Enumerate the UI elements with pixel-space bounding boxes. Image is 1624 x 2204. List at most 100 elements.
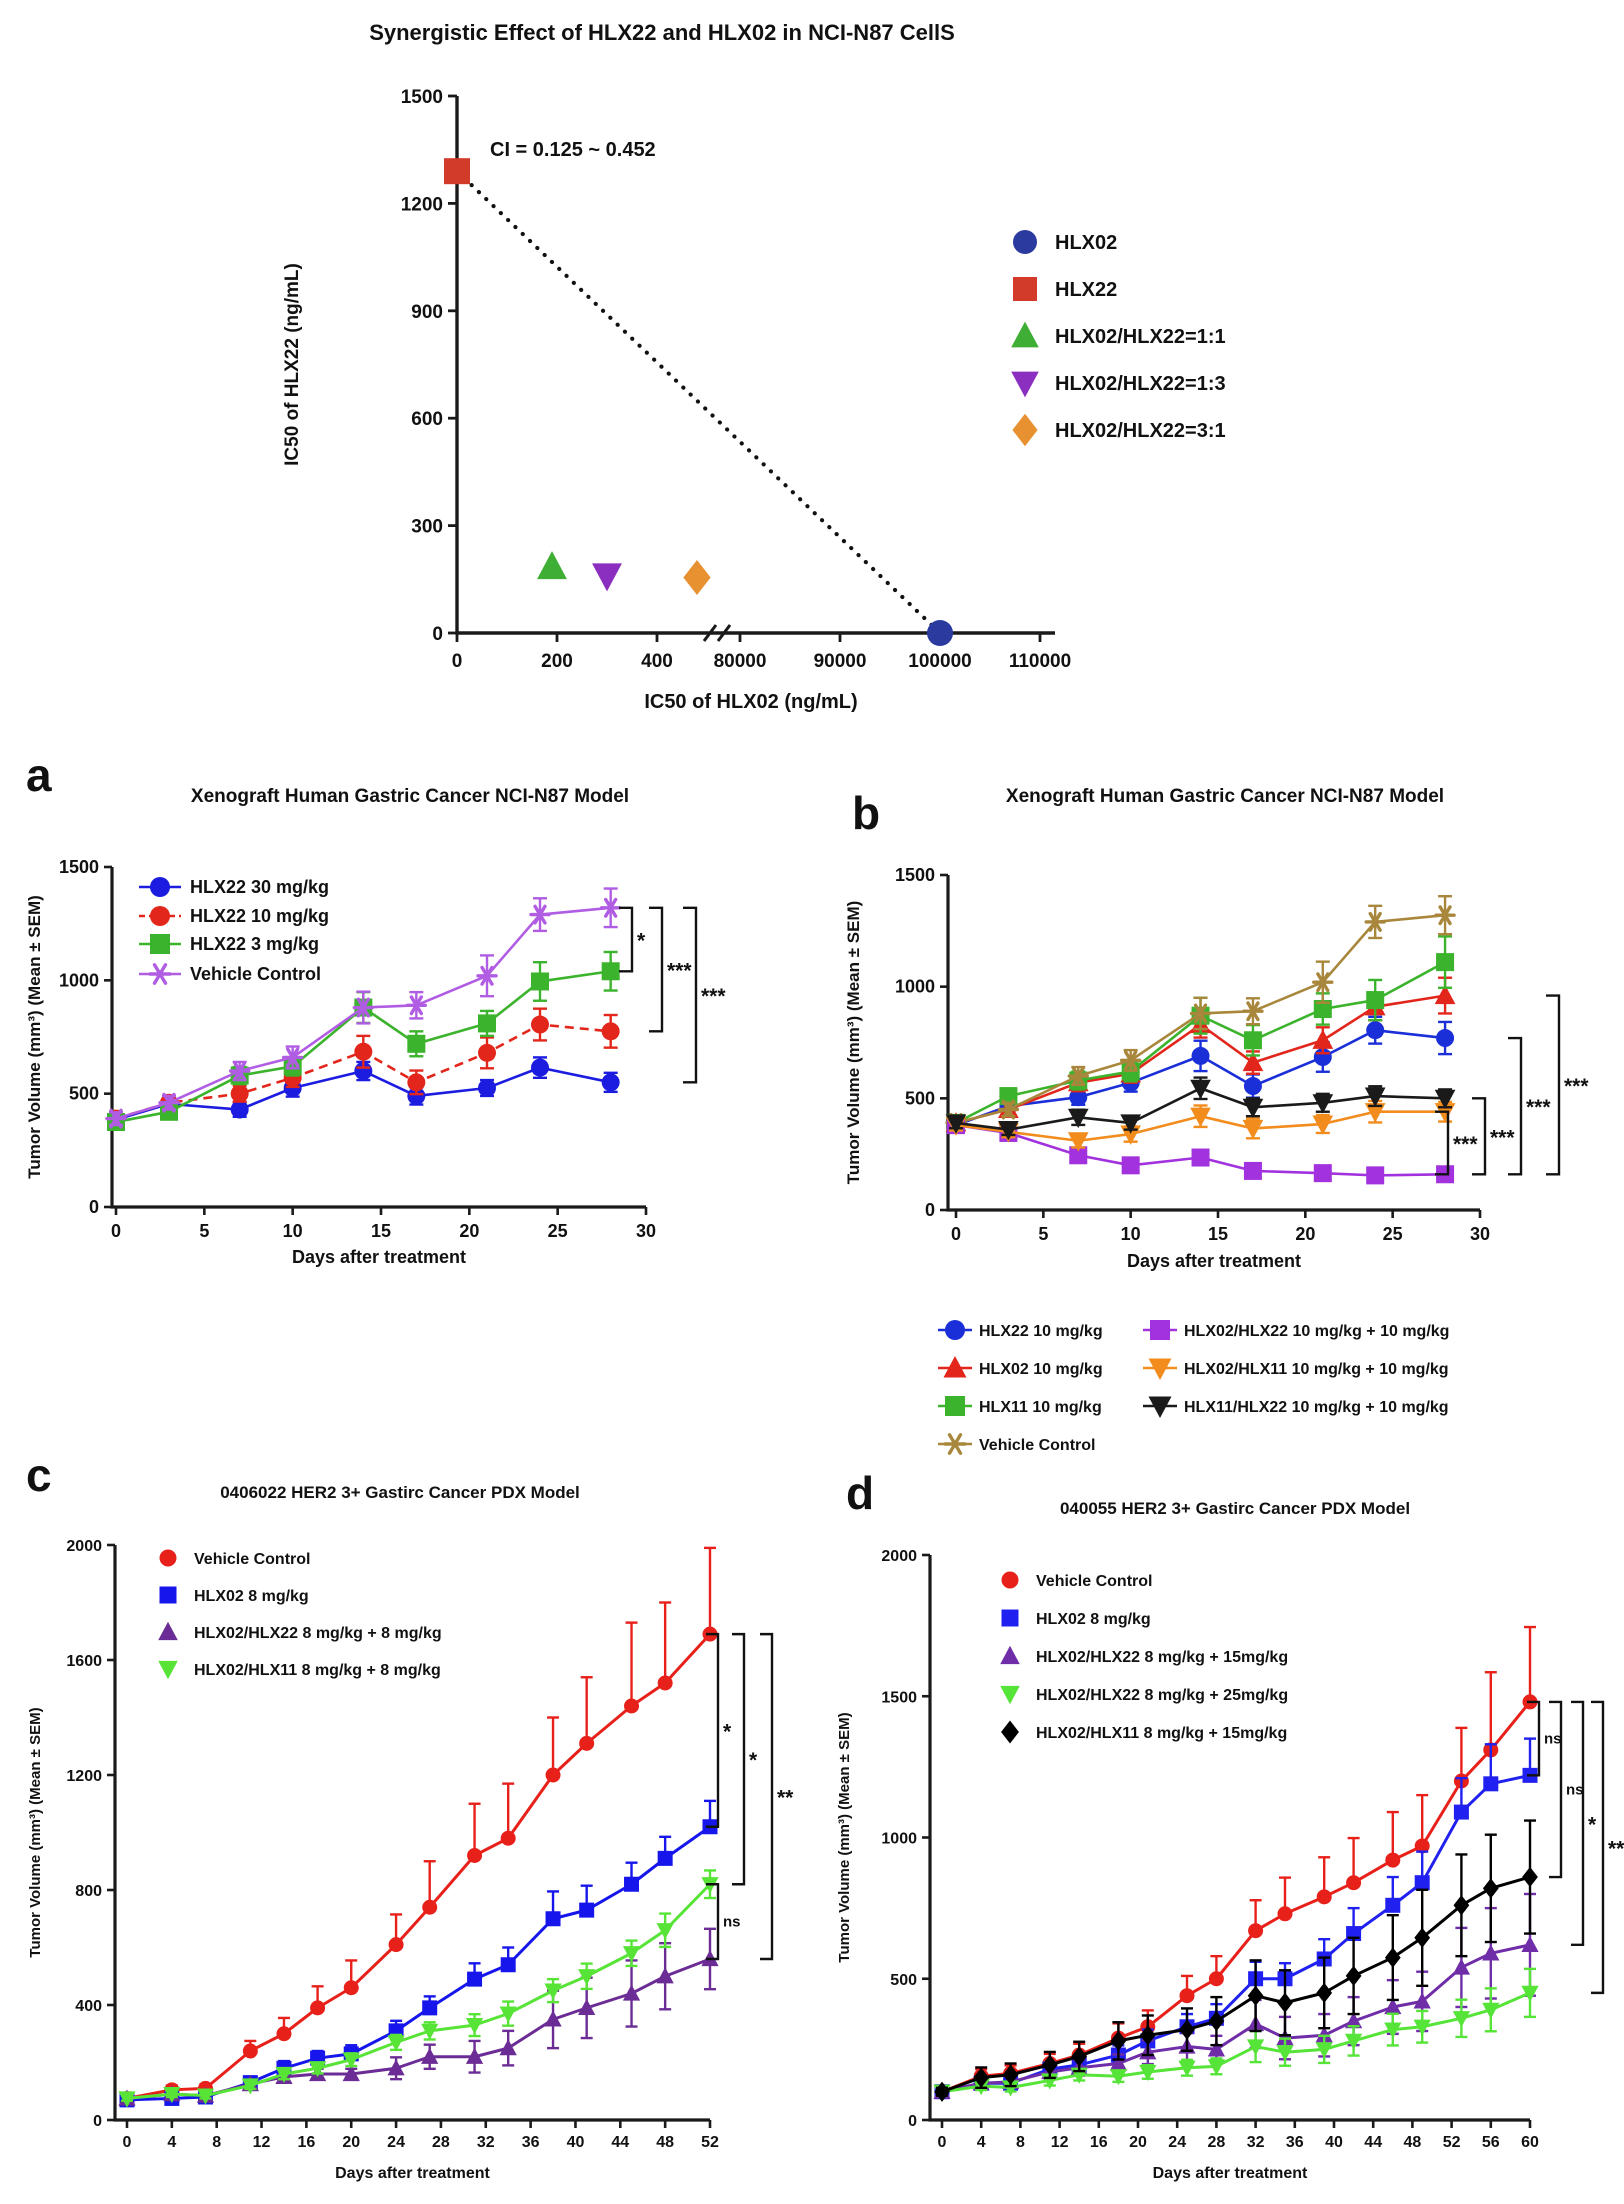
panel-c-letter: c [26, 1449, 52, 1501]
legend: HLX22 30 mg/kg HLX22 10 mg/kg HLX22 3 mg/k… [139, 877, 329, 985]
svg-text:**: ** [1608, 1837, 1624, 1860]
svg-text:***: *** [1453, 1133, 1478, 1156]
svg-text:1000: 1000 [895, 977, 935, 997]
svg-text:10: 10 [1121, 1224, 1141, 1244]
svg-text:20: 20 [342, 2134, 360, 2151]
svg-text:Days after treatment: Days after treatment [1153, 2165, 1308, 2182]
svg-text:52: 52 [1443, 2134, 1461, 2151]
svg-text:15: 15 [1208, 1224, 1228, 1244]
svg-text:1500: 1500 [895, 865, 935, 885]
svg-text:*: * [749, 1749, 758, 1772]
svg-text:HLX02/HLX11 8 mg/kg + 15mg/k: HLX02/HLX11 8 mg/kg + 15mg/kg [1036, 1725, 1287, 1742]
chart-b-root: 0 500 1000 1500 0 5 10 15 20 25 30 Xenograft Human … [844, 786, 1589, 1455]
svg-text:***: *** [1490, 1126, 1515, 1149]
svg-text:56: 56 [1482, 2134, 1500, 2151]
svg-text:0: 0 [938, 2134, 947, 2151]
svg-text:*: * [637, 930, 646, 953]
svg-text:HLX02/HLX11 8 mg/kg + 8 mg/kg: HLX02/HLX11 8 mg/kg + 8 mg/kg [194, 1662, 441, 1679]
svg-text:1500: 1500 [401, 87, 443, 108]
svg-text:1500: 1500 [881, 1689, 917, 1706]
svg-text:0: 0 [93, 2113, 102, 2130]
svg-text:HLX02/HLX22 8 mg/kg + 25mg/kg: HLX02/HLX22 8 mg/kg + 25mg/kg [1036, 1687, 1288, 1704]
chart-iso-root: 0 300 600 900 1200 1500 0 200 400 80000 90000 10000… [282, 20, 1226, 713]
significance-brackets: ******* [619, 906, 726, 1084]
significance-brackets: ****ns [706, 1632, 794, 1961]
svg-text:24: 24 [1168, 2134, 1186, 2151]
axes: 0 500 1000 1500 0 5 10 15 20 25 30 [59, 857, 656, 1241]
panel-a: 0 500 1000 1500 0 5 10 15 20 25 30 Xenograft Human … [10, 755, 810, 1420]
svg-text:800: 800 [75, 1883, 102, 1900]
svg-text:0: 0 [432, 624, 443, 645]
svg-text:80000: 80000 [714, 651, 767, 672]
svg-text:12: 12 [1051, 2134, 1069, 2151]
svg-text:500: 500 [905, 1088, 935, 1108]
significance-brackets: *** *** *** *** [1435, 994, 1589, 1176]
svg-text:1200: 1200 [401, 194, 443, 215]
svg-text:ns: ns [1566, 1781, 1584, 1798]
svg-text:32: 32 [1247, 2134, 1265, 2151]
svg-text:300: 300 [411, 517, 443, 538]
svg-text:44: 44 [611, 2134, 629, 2151]
axes: 0 300 600 900 1200 1500 0 200 400 80000 90000 10000… [401, 87, 1071, 672]
chart-a-root: 0 500 1000 1500 0 5 10 15 20 25 30 Xenograft Human … [25, 786, 726, 1267]
panel-b-chart: 0 500 1000 1500 0 5 10 15 20 25 30 Xenograft Human … [844, 786, 1589, 1455]
svg-text:HLX02/HLX22=3:1: HLX02/HLX22=3:1 [1055, 420, 1226, 442]
svg-text:30: 30 [636, 1221, 656, 1241]
svg-text:Tumor Volume (mm³) (Mean ± SEM: Tumor Volume (mm³) (Mean ± SEM) [27, 1707, 44, 1957]
svg-text:8: 8 [1016, 2134, 1025, 2151]
svg-text:1000: 1000 [59, 970, 99, 990]
svg-text:HLX22 30 mg/kg: HLX22 30 mg/kg [190, 877, 329, 897]
isobologram-panel: 0 300 600 900 1200 1500 0 200 400 80000 90000 10000… [140, 6, 1410, 746]
svg-text:ns: ns [1544, 1731, 1562, 1748]
svg-text:44: 44 [1364, 2134, 1382, 2151]
svg-text:HLX02/HLX11 10 mg/kg + 10 mg/k: HLX02/HLX11 10 mg/kg + 10 mg/kg [1184, 1361, 1449, 1378]
svg-text:Days after treatment: Days after treatment [292, 1247, 466, 1267]
additivity-line [454, 169, 943, 636]
svg-text:600: 600 [411, 409, 443, 430]
svg-text:Synergistic Effect of HLX22 an: Synergistic Effect of HLX22 and HLX02 in… [369, 20, 955, 45]
legend: HLX02 HLX22 HLX02/HLX22=1:1 HLX02/HLX22=1:3… [1011, 230, 1226, 447]
svg-text:2000: 2000 [66, 1538, 102, 1555]
svg-text:110000: 110000 [1009, 651, 1071, 672]
svg-text:24: 24 [387, 2134, 405, 2151]
svg-text:Tumor Volume (mm³) (Mean ± SEM: Tumor Volume (mm³) (Mean ± SEM) [836, 1712, 853, 1962]
svg-text:48: 48 [1404, 2134, 1422, 2151]
svg-text:500: 500 [890, 1972, 917, 1989]
svg-text:*: * [1588, 1813, 1597, 1836]
svg-text:28: 28 [1208, 2134, 1226, 2151]
svg-text:Vehicle Control: Vehicle Control [1036, 1573, 1152, 1590]
svg-text:HLX02/HLX22=1:3: HLX02/HLX22=1:3 [1055, 373, 1226, 395]
svg-text:1500: 1500 [59, 857, 99, 877]
panel-d: 0 500 1000 1500 2000 0 4 8 12 16 20 24 28 32 36 40 44 48 5… [815, 1430, 1624, 2204]
svg-text:Vehicle Control: Vehicle Control [979, 1437, 1095, 1454]
svg-text:***: *** [1564, 1075, 1589, 1098]
isobologram-chart: 0 300 600 900 1200 1500 0 200 400 80000 90000 10000… [282, 20, 1226, 713]
svg-text:0: 0 [123, 2134, 132, 2151]
svg-text:HLX02 8 mg/kg: HLX02 8 mg/kg [1036, 1611, 1151, 1628]
panel-a-chart: 0 500 1000 1500 0 5 10 15 20 25 30 Xenograft Human … [25, 786, 726, 1267]
series-vehicle-control [105, 887, 622, 1129]
panel-a-letter: a [26, 749, 52, 801]
panel-b: 0 500 1000 1500 0 5 10 15 20 25 30 Xenograft Human … [815, 755, 1624, 1455]
svg-text:1200: 1200 [66, 1768, 102, 1785]
svg-text:HLX02/HLX22 8 mg/kg + 15mg/kg: HLX02/HLX22 8 mg/kg + 15mg/kg [1036, 1649, 1288, 1666]
svg-text:HLX02: HLX02 [1055, 232, 1117, 254]
svg-text:500: 500 [69, 1084, 99, 1104]
svg-text:Vehicle Control: Vehicle Control [194, 1551, 310, 1568]
svg-text:HLX22 10 mg/kg: HLX22 10 mg/kg [979, 1323, 1103, 1340]
svg-text:400: 400 [641, 651, 673, 672]
svg-text:5: 5 [1038, 1224, 1048, 1244]
svg-text:HLX11/HLX22 10 mg/kg + 10 mg/k: HLX11/HLX22 10 mg/kg + 10 mg/kg [1184, 1399, 1449, 1416]
svg-text:0: 0 [908, 2113, 917, 2130]
svg-text:100000: 100000 [908, 651, 971, 672]
svg-text:0: 0 [452, 651, 463, 672]
svg-text:***: *** [1526, 1096, 1551, 1119]
svg-text:***: *** [667, 960, 692, 983]
svg-text:52: 52 [701, 2134, 719, 2151]
svg-text:1000: 1000 [881, 1831, 917, 1848]
svg-text:10: 10 [283, 1221, 303, 1241]
svg-text:IC50 of HLX02 (ng/mL): IC50 of HLX02 (ng/mL) [644, 691, 857, 713]
svg-text:IC50 of HLX22 (ng/mL): IC50 of HLX22 (ng/mL) [282, 263, 303, 466]
